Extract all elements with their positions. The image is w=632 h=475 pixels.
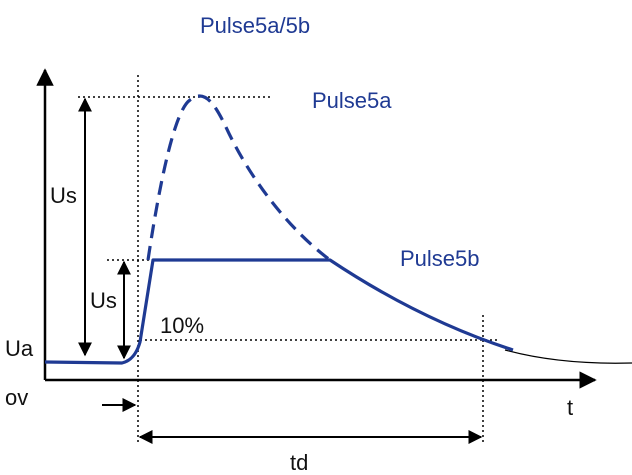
pulse5a-label: Pulse5a bbox=[312, 88, 392, 113]
diagram-title: Pulse5a/5b bbox=[200, 13, 310, 38]
pulse5b-label: Pulse5b bbox=[400, 246, 480, 271]
t-axis-label: t bbox=[567, 395, 573, 420]
decay-tail-curve bbox=[504, 349, 632, 364]
ov-label: ov bbox=[5, 385, 28, 410]
ten-percent-label: 10% bbox=[160, 313, 204, 338]
pulse5b-curve bbox=[44, 258, 514, 365]
ua-label: Ua bbox=[5, 336, 34, 361]
us-small-label: Us bbox=[90, 288, 117, 313]
pulse5a-curve bbox=[146, 94, 331, 262]
td-label: td bbox=[290, 450, 308, 475]
us-large-label: Us bbox=[50, 183, 77, 208]
